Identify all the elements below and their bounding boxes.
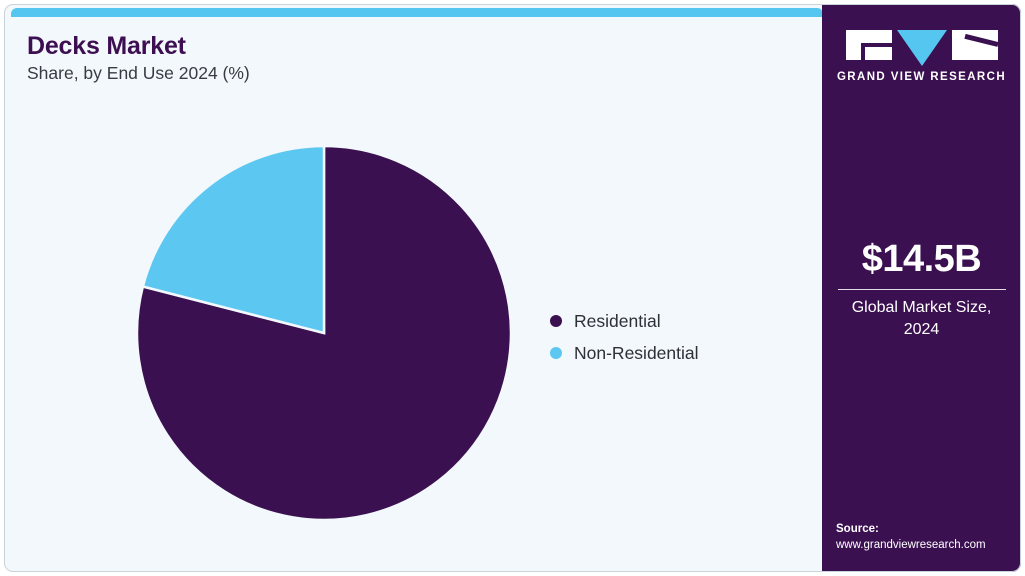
source-title: Source: — [836, 522, 879, 535]
pie-slice[interactable] — [141, 144, 326, 335]
legend-item-non-residential[interactable]: Non-Residential — [550, 337, 699, 369]
logo-r-icon — [951, 30, 998, 60]
grand-view-research-logo: GRAND VIEW RESEARCH — [822, 30, 1021, 83]
legend-item-residential[interactable]: Residential — [550, 305, 699, 337]
legend-swatch-icon — [550, 315, 562, 327]
logo-marks — [822, 30, 1021, 66]
brand-sidebar: GRAND VIEW RESEARCH $14.5B Global Market… — [822, 4, 1021, 572]
stat-divider — [837, 288, 1006, 291]
page-subtitle: Share, by End Use 2024 (%) — [27, 63, 250, 83]
market-size-value: $14.5B — [861, 238, 982, 280]
legend-item-label: Non-Residential — [574, 342, 699, 363]
page-title: Decks Market — [27, 32, 186, 60]
source-block: Source: www.grandviewresearch.com — [836, 521, 1021, 554]
logo-wordmark: GRAND VIEW RESEARCH — [836, 71, 1007, 83]
pie-chart-svg — [135, 144, 513, 522]
pie-slice[interactable] — [135, 144, 513, 522]
top-accent-bar — [11, 8, 822, 17]
market-size-callout: $14.5B Global Market Size, 2024 — [822, 238, 1021, 340]
logo-g-icon — [845, 30, 892, 60]
chart-legend: Residential Non-Residential — [550, 305, 699, 369]
pie-chart — [135, 144, 513, 522]
logo-v-triangle-icon — [896, 30, 947, 66]
market-size-label: Global Market Size, 2024 — [851, 299, 992, 338]
legend-swatch-icon — [550, 347, 562, 359]
source-url[interactable]: www.grandviewresearch.com — [836, 539, 986, 552]
main-panel: Decks Market Share, by End Use 2024 (%) … — [4, 4, 822, 572]
legend-item-label: Residential — [574, 310, 661, 331]
